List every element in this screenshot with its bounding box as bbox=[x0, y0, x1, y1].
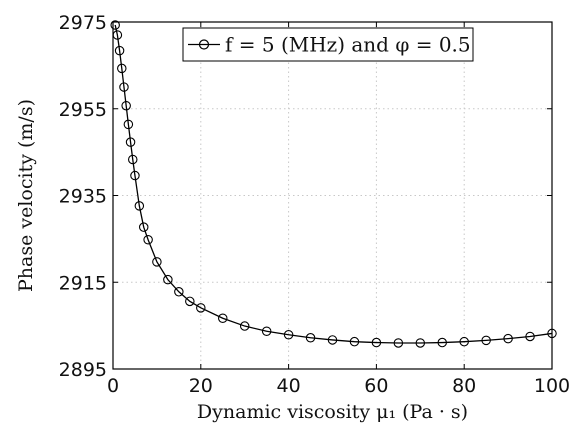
y-tick-label: 2915 bbox=[59, 272, 107, 294]
series-line bbox=[114, 24, 553, 344]
series-layer bbox=[110, 20, 557, 348]
data-point bbox=[117, 63, 127, 74]
data-point bbox=[130, 170, 140, 181]
data-point bbox=[218, 313, 228, 324]
data-point bbox=[121, 100, 131, 111]
data-point bbox=[239, 321, 250, 331]
y-axis-label: Phase velocity (m/s) bbox=[15, 99, 37, 292]
data-point bbox=[123, 119, 134, 130]
data-point bbox=[138, 222, 149, 232]
data-point bbox=[128, 154, 138, 165]
x-tick-label: 40 bbox=[277, 375, 301, 397]
data-point bbox=[119, 82, 129, 92]
data-point bbox=[415, 338, 426, 348]
y-tick-labels: 2895 2915 2935 2955 2975 bbox=[59, 12, 107, 381]
data-point bbox=[163, 274, 173, 285]
x-axis-label: Dynamic viscosity μ₁ (Pa · s) bbox=[197, 401, 468, 423]
y-tick-label: 2895 bbox=[59, 359, 107, 381]
x-tick-label: 0 bbox=[107, 375, 119, 397]
grid-lines bbox=[113, 22, 552, 369]
data-point bbox=[196, 303, 206, 313]
x-tick-label: 100 bbox=[534, 375, 570, 397]
data-point bbox=[349, 336, 360, 347]
legend-box bbox=[182, 27, 474, 62]
legend: f = 5 (MHz) and φ = 0.5 bbox=[182, 27, 474, 62]
data-point bbox=[143, 234, 153, 245]
data-point bbox=[437, 337, 447, 348]
data-point bbox=[185, 296, 195, 307]
data-point bbox=[114, 45, 125, 56]
legend-circle-marker bbox=[198, 39, 210, 50]
data-point bbox=[371, 337, 382, 348]
x-tick-labels: 0 20 40 60 80 100 bbox=[107, 375, 570, 397]
data-point bbox=[459, 336, 469, 347]
x-tick-label: 80 bbox=[452, 375, 476, 397]
data-point bbox=[393, 338, 404, 348]
data-point bbox=[125, 137, 136, 147]
data-point bbox=[110, 20, 120, 30]
data-point bbox=[134, 201, 145, 211]
tick-marks bbox=[112, 21, 553, 370]
data-point bbox=[525, 331, 535, 342]
y-tick-label: 2975 bbox=[59, 12, 107, 34]
data-point bbox=[152, 257, 162, 267]
data-point bbox=[327, 335, 338, 345]
data-point bbox=[503, 333, 513, 344]
x-tick-label: 60 bbox=[364, 375, 388, 397]
y-tick-label: 2955 bbox=[59, 99, 107, 121]
x-tick-label: 20 bbox=[189, 375, 213, 397]
y-tick-label: 2935 bbox=[59, 186, 107, 208]
data-point bbox=[174, 287, 184, 297]
legend-label: f = 5 (MHz) and φ = 0.5 bbox=[225, 33, 471, 57]
plot-frame bbox=[112, 21, 553, 370]
data-point bbox=[305, 333, 316, 343]
data-point bbox=[261, 326, 272, 337]
data-point bbox=[283, 329, 294, 340]
data-point bbox=[481, 335, 491, 346]
